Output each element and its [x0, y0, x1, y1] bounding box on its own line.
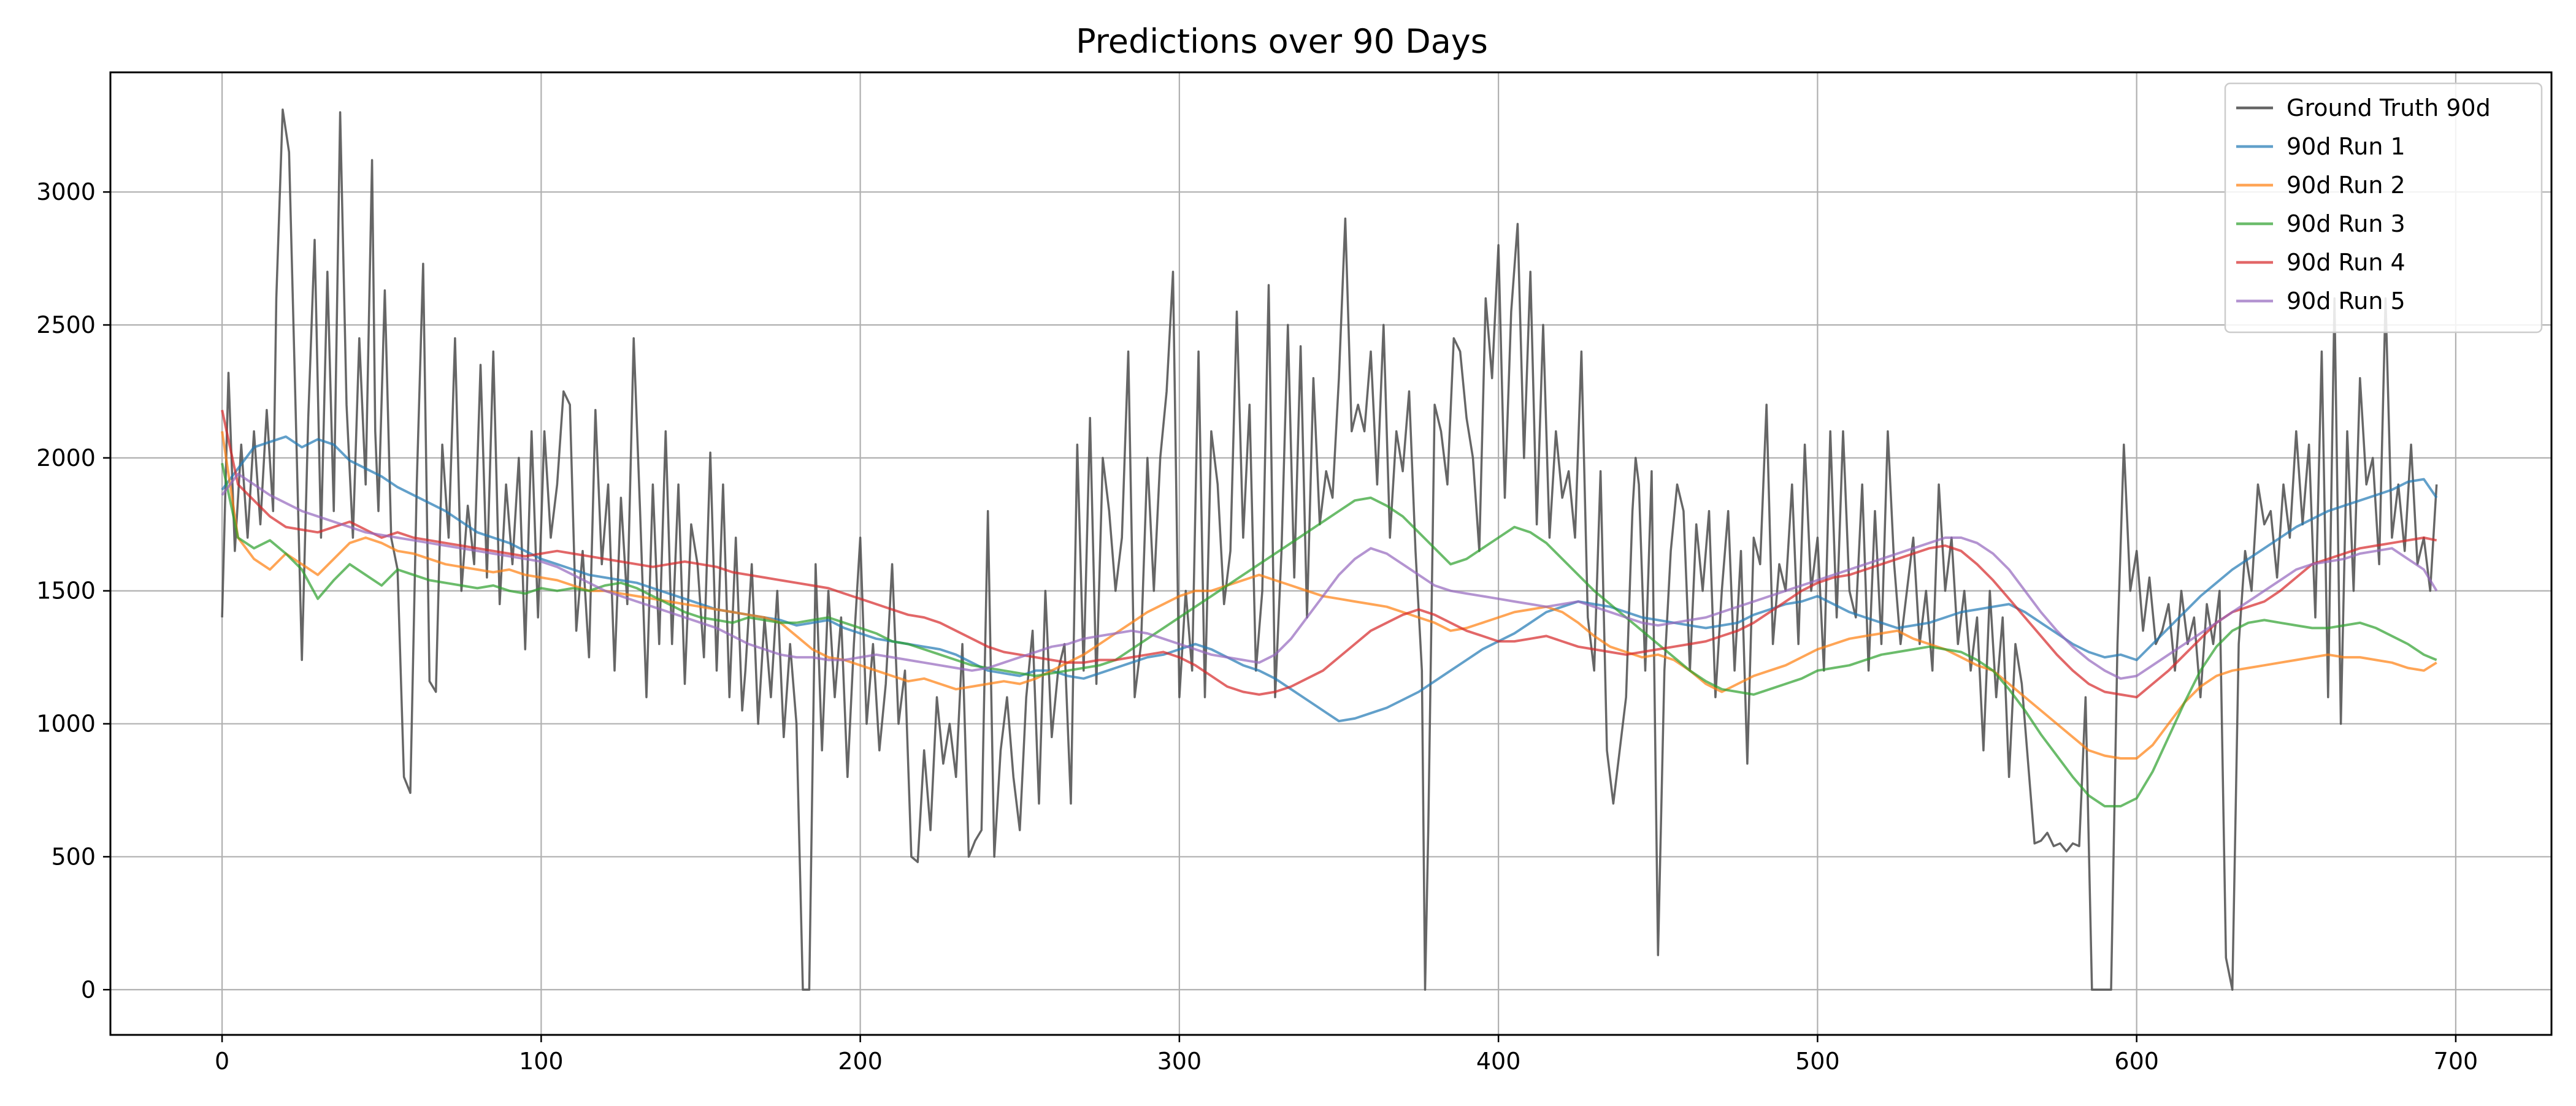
plot-frame — [109, 71, 2553, 1036]
tick-layer: 0 100 200 300 400 500 600 700 0 500 1000 1500 2000 25… — [36, 178, 2478, 1075]
y-tick-label: 3000 — [36, 178, 96, 205]
legend-label: Ground Truth 90d — [2287, 94, 2491, 121]
series-line-90d-run-5 — [221, 472, 2438, 680]
x-tick-label: 400 — [1476, 1048, 1521, 1075]
y-tick-label: 2500 — [36, 311, 96, 338]
y-tick-label: 500 — [51, 843, 96, 870]
legend-label: 90d Run 1 — [2287, 133, 2405, 160]
x-tick-label: 300 — [1157, 1048, 1202, 1075]
y-tick-label: 0 — [81, 976, 96, 1003]
x-tick-label: 700 — [2434, 1048, 2478, 1075]
series-line-90d-run-1 — [221, 435, 2438, 723]
y-tick-label: 2000 — [36, 444, 96, 471]
legend-label: 90d Run 3 — [2287, 210, 2405, 237]
y-tick-label: 1500 — [36, 578, 96, 604]
legend-label: 90d Run 2 — [2287, 172, 2405, 199]
x-tick-label: 200 — [838, 1048, 883, 1075]
x-tick-label: 0 — [215, 1048, 229, 1075]
series-line-90d-run-3 — [221, 463, 2437, 807]
series-line-ground-truth-90d — [221, 108, 2438, 991]
x-tick-label: 500 — [1795, 1048, 1840, 1075]
legend-box — [2224, 82, 2543, 334]
series-line-90d-run-4 — [221, 410, 2437, 699]
chart-title: Predictions over 90 Days — [1076, 22, 1488, 61]
x-tick-label: 600 — [2114, 1048, 2159, 1075]
legend: Ground Truth 90d 90d Run 1 90d Run 2 90d Ru… — [2224, 82, 2543, 334]
grid-layer — [110, 72, 2551, 1035]
series-layer — [221, 108, 2438, 991]
y-tick-label: 1000 — [36, 711, 96, 738]
legend-label: 90d Run 4 — [2287, 249, 2405, 276]
legend-label: 90d Run 5 — [2287, 288, 2405, 315]
x-tick-label: 100 — [519, 1048, 564, 1075]
